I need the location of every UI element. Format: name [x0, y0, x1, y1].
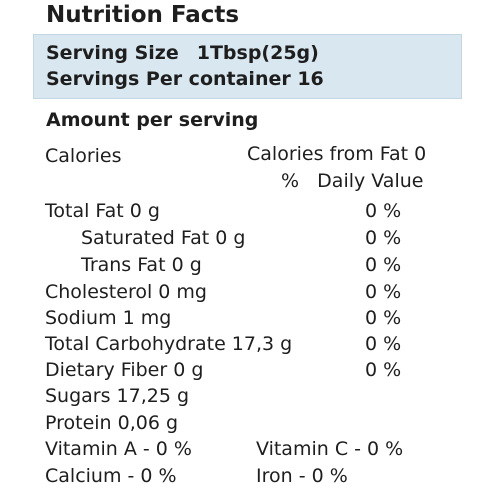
calcium: Calcium - 0 %: [45, 465, 177, 487]
serving-info-box: Serving Size 1Tbsp(25g) Servings Per cont…: [33, 34, 462, 99]
iron: Iron - 0 %: [256, 465, 348, 487]
serving-size-value: 1Tbsp(25g): [196, 42, 319, 64]
nutrient-label: Sugars 17,25 g: [45, 385, 190, 407]
nutrition-title: Nutrition Facts: [46, 2, 240, 28]
nutrient-label: Total Fat 0 g: [45, 200, 160, 222]
servings-per-container: Servings Per container 16: [46, 68, 324, 90]
nutrient-label: Sodium 1 mg: [45, 307, 172, 329]
nutrient-percent: 0 %: [365, 254, 402, 276]
nutrient-percent: 0 %: [365, 281, 402, 303]
serving-size-line: Serving Size 1Tbsp(25g): [46, 42, 319, 64]
nutrient-percent: 0 %: [365, 359, 402, 381]
nutrient-label: Cholesterol 0 mg: [45, 281, 207, 303]
nutrient-label: Saturated Fat 0 g: [81, 227, 246, 249]
nutrient-label: Trans Fat 0 g: [81, 254, 202, 276]
nutrient-label: Total Carbohydrate 17,3 g: [45, 333, 293, 355]
nutrition-label: Nutrition Facts Serving Size 1Tbsp(25g) S…: [33, 0, 467, 498]
vitamin-a: Vitamin A - 0 %: [45, 438, 192, 460]
amount-per-serving-title: Amount per serving: [46, 109, 259, 131]
calories-from-fat: Calories from Fat 0: [247, 143, 427, 165]
nutrient-label: Dietary Fiber 0 g: [45, 359, 204, 381]
serving-size-label: Serving Size: [46, 42, 179, 64]
nutrient-percent: 0 %: [365, 307, 402, 329]
daily-value-header: % Daily Value: [281, 170, 424, 192]
calories-label: Calories: [45, 145, 122, 167]
nutrient-percent: 0 %: [365, 200, 402, 222]
nutrient-percent: 0 %: [365, 227, 402, 249]
vitamin-c: Vitamin C - 0 %: [256, 438, 404, 460]
nutrient-percent: 0 %: [365, 333, 402, 355]
nutrient-label: Protein 0,06 g: [45, 412, 179, 434]
